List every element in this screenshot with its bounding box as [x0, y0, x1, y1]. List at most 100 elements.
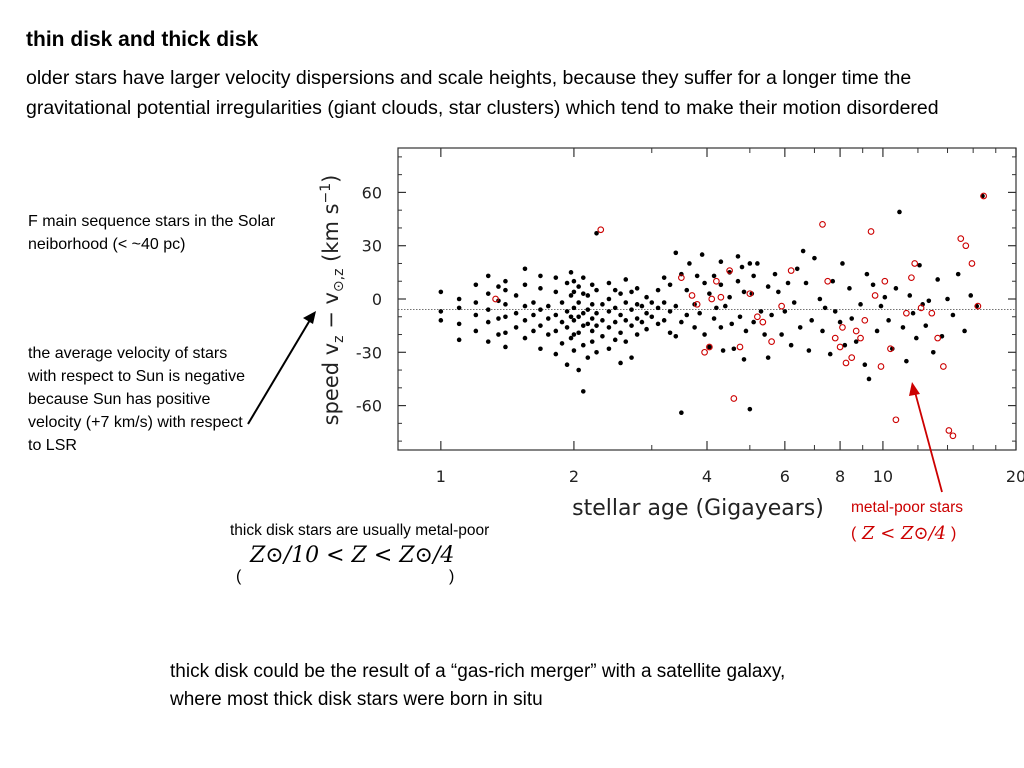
- star-point: [955, 271, 961, 277]
- star-point: [720, 348, 726, 353]
- star-point: [629, 307, 634, 312]
- star-point: [580, 275, 586, 280]
- star-point: [751, 273, 756, 279]
- star-point: [559, 341, 565, 346]
- star-point: [772, 271, 778, 277]
- star-point: [473, 300, 479, 305]
- star-point: [559, 319, 565, 325]
- metal-poor-star-point: [842, 359, 850, 367]
- star-point: [853, 339, 859, 344]
- metal-poor-star-point: [980, 192, 988, 200]
- star-point: [711, 273, 717, 279]
- star-point: [729, 321, 735, 327]
- star-point: [769, 312, 774, 318]
- star-point: [812, 255, 817, 261]
- star-point: [618, 312, 623, 318]
- star-point: [722, 303, 728, 309]
- x-tick-label: 4: [702, 467, 712, 486]
- star-point: [923, 323, 929, 328]
- star-point: [473, 328, 479, 334]
- x-tick-label: 1: [436, 467, 446, 486]
- star-point: [522, 335, 528, 341]
- metal-poor-star-point: [928, 309, 936, 317]
- star-point: [755, 261, 760, 266]
- metal-poor-star-point: [968, 260, 976, 267]
- metal-poor-star-point: [836, 343, 844, 351]
- metal-poor-star-point: [949, 432, 957, 440]
- metal-poor-star-point: [957, 235, 965, 242]
- star-point: [950, 312, 956, 318]
- star-point: [794, 266, 800, 272]
- star-point: [702, 280, 707, 286]
- star-point: [585, 293, 591, 298]
- star-point: [649, 300, 655, 305]
- star-point: [545, 303, 551, 309]
- star-point: [576, 300, 581, 305]
- star-point: [589, 339, 595, 344]
- metal-poor-star-point: [787, 267, 795, 274]
- star-point: [553, 351, 559, 357]
- star-point: [618, 360, 623, 366]
- star-point: [684, 312, 690, 318]
- x-axis-ticks: 1 2 4 6 8 10 20: [436, 148, 1024, 486]
- star-point: [926, 298, 932, 304]
- metal-poor-note: metal-poor stars: [851, 499, 963, 516]
- star-point: [571, 332, 577, 337]
- star-point: [629, 355, 634, 360]
- star-point: [747, 261, 753, 266]
- star-point: [623, 318, 629, 323]
- star-point: [522, 282, 528, 288]
- star-point: [538, 273, 543, 279]
- star-point: [612, 305, 618, 311]
- star-point: [485, 339, 491, 344]
- star-point: [830, 278, 836, 284]
- metal-poor-star-point: [852, 327, 860, 335]
- metal-poor-star-point: [861, 316, 869, 324]
- metal-poor-star-point: [945, 427, 953, 434]
- star-point: [522, 266, 528, 272]
- star-point: [589, 282, 595, 288]
- star-point: [644, 310, 649, 316]
- star-point: [840, 261, 845, 266]
- star-point: [817, 296, 823, 302]
- star-point: [849, 316, 855, 321]
- y-tick-label: -30: [356, 343, 382, 362]
- star-point: [594, 310, 599, 316]
- star-point: [496, 284, 501, 289]
- star-point: [600, 318, 605, 323]
- metal-poor-star-point: [678, 274, 685, 282]
- star-point: [606, 325, 612, 330]
- metal-poor-star-point: [831, 334, 839, 342]
- metal-poor-star-point: [701, 348, 708, 356]
- star-point: [714, 305, 719, 311]
- metal-poor-star-point: [871, 292, 879, 299]
- metal-poor-star-point: [881, 277, 889, 285]
- star-point: [679, 319, 684, 325]
- y-tick-label: -60: [356, 397, 382, 416]
- star-point: [718, 325, 724, 330]
- star-point: [594, 230, 599, 236]
- star-point: [594, 323, 599, 328]
- star-point: [847, 286, 852, 291]
- star-point: [870, 282, 876, 288]
- star-point: [694, 273, 700, 279]
- star-point: [842, 342, 848, 348]
- star-point: [553, 275, 559, 280]
- star-point: [496, 332, 501, 337]
- star-point: [485, 319, 491, 325]
- star-point: [743, 328, 749, 334]
- star-point: [858, 302, 863, 307]
- star-point: [832, 309, 838, 314]
- star-point: [882, 294, 888, 300]
- star-point: [639, 319, 645, 325]
- star-point: [788, 342, 794, 348]
- star-point: [874, 328, 880, 334]
- star-point: [893, 286, 899, 291]
- star-point: [606, 280, 612, 286]
- y-tick-label: 0: [372, 290, 382, 309]
- star-point: [600, 302, 605, 307]
- star-point: [600, 334, 605, 339]
- star-point: [496, 298, 501, 304]
- star-point: [545, 332, 551, 337]
- star-point: [765, 284, 771, 289]
